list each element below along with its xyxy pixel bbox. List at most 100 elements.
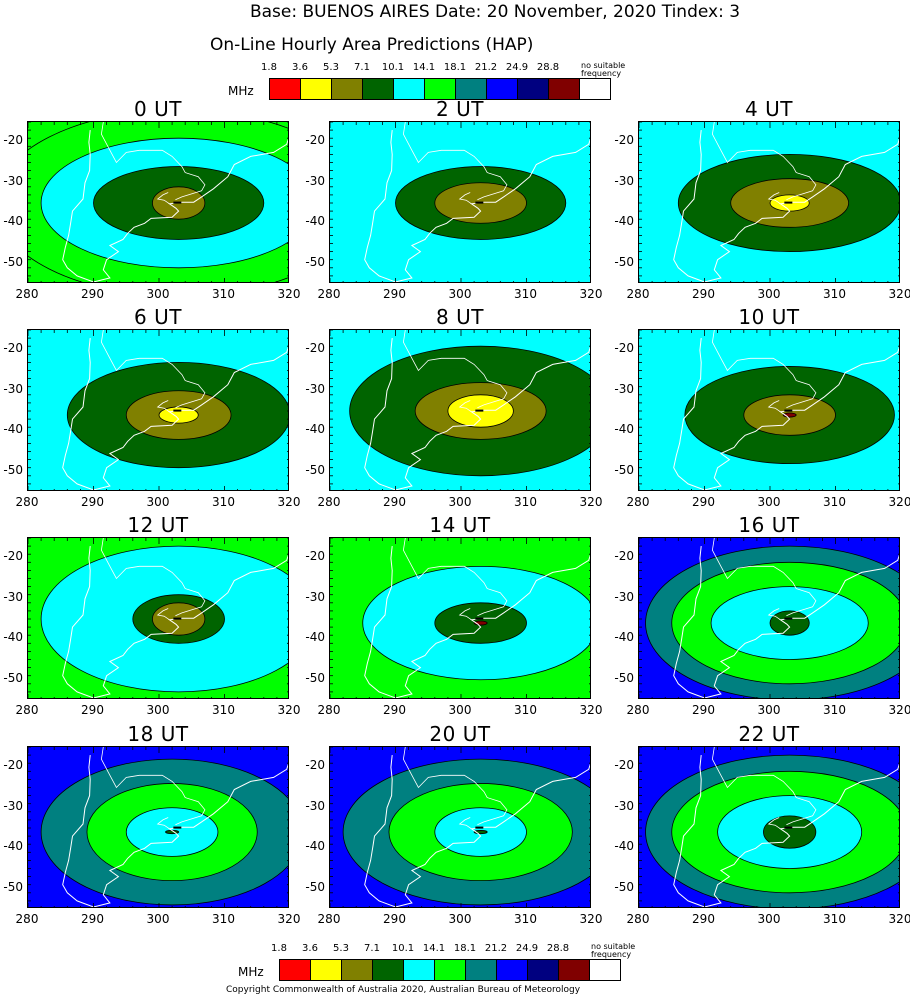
- base-station-marker: [784, 409, 793, 412]
- y-tick-label: -50: [614, 879, 634, 894]
- x-tick-label: 280: [15, 912, 39, 926]
- x-tick-label: 310: [212, 703, 235, 717]
- y-tick-label: -20: [3, 133, 23, 148]
- x-tick-label: 280: [317, 912, 341, 926]
- y-tick-label: -40: [305, 839, 325, 854]
- y-tick-label: -40: [614, 214, 634, 229]
- river-plate: [458, 608, 472, 621]
- base-station-marker: [173, 617, 182, 620]
- x-tick-label: 320: [579, 912, 603, 926]
- x-tick-label: 320: [277, 287, 301, 301]
- y-tick-label: -30: [614, 381, 634, 396]
- x-tick-label: 310: [514, 912, 537, 926]
- legend-band-swatch: [279, 959, 311, 981]
- map-panel: 2 UT -20 -30 -40 -50 280 290 300 310 320: [305, 97, 602, 301]
- y-tick-label: -30: [614, 589, 634, 604]
- y-tick-label: -50: [614, 462, 634, 477]
- x-tick-label: 280: [317, 287, 341, 301]
- y-tick-label: -40: [3, 422, 23, 437]
- y-tick-label: -30: [305, 173, 325, 188]
- panel-title: 20 UT: [429, 722, 491, 746]
- panel-title: 12 UT: [127, 513, 189, 537]
- frequency-contour-map: [638, 537, 900, 699]
- x-tick-label: 310: [823, 912, 846, 926]
- legend-band-label: 10.1: [381, 62, 405, 73]
- x-tick-label: 290: [692, 912, 715, 926]
- coastline: [62, 755, 288, 907]
- legend-no-suitable-label: no suitable frequency: [591, 943, 635, 959]
- legend-band-label: 24.9: [505, 62, 529, 73]
- base-station-marker: [173, 826, 182, 829]
- country-border: [100, 747, 206, 826]
- x-tick-label: 290: [383, 495, 406, 509]
- legend-band-label: 5.3: [333, 943, 349, 954]
- river-plate: [767, 400, 781, 413]
- x-tick-label: 320: [888, 703, 910, 717]
- country-border: [100, 122, 206, 201]
- x-tick-label: 300: [757, 912, 781, 926]
- legend-band-swatch: [465, 959, 497, 981]
- legend-unit: MHz: [238, 965, 264, 979]
- legend-band-swatch: [527, 959, 559, 981]
- coastline: [673, 546, 899, 698]
- y-tick-label: -20: [3, 341, 23, 356]
- x-tick-label: 320: [277, 912, 301, 926]
- base-station-marker: [475, 201, 484, 204]
- frequency-contour-map: [329, 537, 591, 699]
- map-panel: 18 UT -20 -30 -40 -50 280 290 300 310 320: [3, 722, 300, 926]
- map-panel: 14 UT -20 -30 -40 -50 280 290 300 310 320: [305, 513, 602, 717]
- y-tick-label: -50: [305, 670, 325, 685]
- x-tick-label: 310: [823, 703, 846, 717]
- coastline: [62, 130, 288, 282]
- legend-band-label: 14.1: [422, 943, 446, 954]
- x-tick-label: 320: [277, 495, 301, 509]
- panel-title: 0 UT: [134, 97, 182, 121]
- frequency-contour: [763, 815, 817, 849]
- y-tick-label: -40: [3, 630, 23, 645]
- panel-title: 14 UT: [429, 513, 491, 537]
- x-tick-label: 300: [757, 287, 781, 301]
- legend-band-swatch: [372, 959, 404, 981]
- legend-band-swatch: [434, 959, 466, 981]
- legend-band-label: 18.1: [453, 943, 477, 954]
- y-tick-label: -30: [3, 798, 23, 813]
- panel-title: 2 UT: [436, 97, 484, 121]
- x-tick-label: 290: [81, 495, 104, 509]
- legend-band-label: 7.1: [354, 62, 370, 73]
- country-border: [711, 330, 817, 409]
- x-tick-label: 320: [579, 703, 603, 717]
- map-panel: 6 UT -20 -30 -40 -50 280 290 300 310 320: [3, 305, 300, 509]
- y-tick-label: -30: [305, 589, 325, 604]
- frequency-contour-map: [638, 746, 900, 908]
- y-tick-label: -20: [3, 549, 23, 564]
- map-panel: 8 UT -20 -30 -40 -50 280 290 300 310 320: [305, 305, 602, 509]
- x-tick-label: 310: [823, 287, 846, 301]
- x-tick-label: 300: [448, 495, 472, 509]
- legend-band-label: 14.1: [412, 62, 436, 73]
- legend-band-swatch: [341, 959, 373, 981]
- x-tick-label: 300: [146, 287, 170, 301]
- base-station-marker: [784, 826, 793, 829]
- x-tick-label: 310: [212, 912, 235, 926]
- y-tick-label: -50: [614, 254, 634, 269]
- legend-band-label: 21.2: [484, 943, 508, 954]
- x-tick-label: 290: [81, 287, 104, 301]
- legend-band-label: 28.8: [546, 943, 570, 954]
- y-tick-label: -30: [614, 173, 634, 188]
- x-tick-label: 310: [212, 495, 235, 509]
- y-tick-label: -50: [3, 879, 23, 894]
- map-panel: 4 UT -20 -30 -40 -50 280 290 300 310 320: [614, 97, 910, 301]
- country-border: [402, 122, 508, 201]
- x-tick-label: 320: [888, 287, 910, 301]
- legend-no-suitable-swatch: [579, 78, 611, 100]
- map-panel: 10 UT -20 -30 -40 -50 280 290 300 310 320: [614, 305, 910, 509]
- x-tick-label: 290: [81, 912, 104, 926]
- y-tick-label: -40: [305, 214, 325, 229]
- base-station-marker: [784, 201, 793, 204]
- x-tick-label: 300: [757, 703, 781, 717]
- x-tick-label: 300: [146, 495, 170, 509]
- base-station-marker: [173, 409, 182, 412]
- country-border: [100, 538, 206, 617]
- x-tick-label: 290: [383, 912, 406, 926]
- river-plate: [156, 817, 170, 830]
